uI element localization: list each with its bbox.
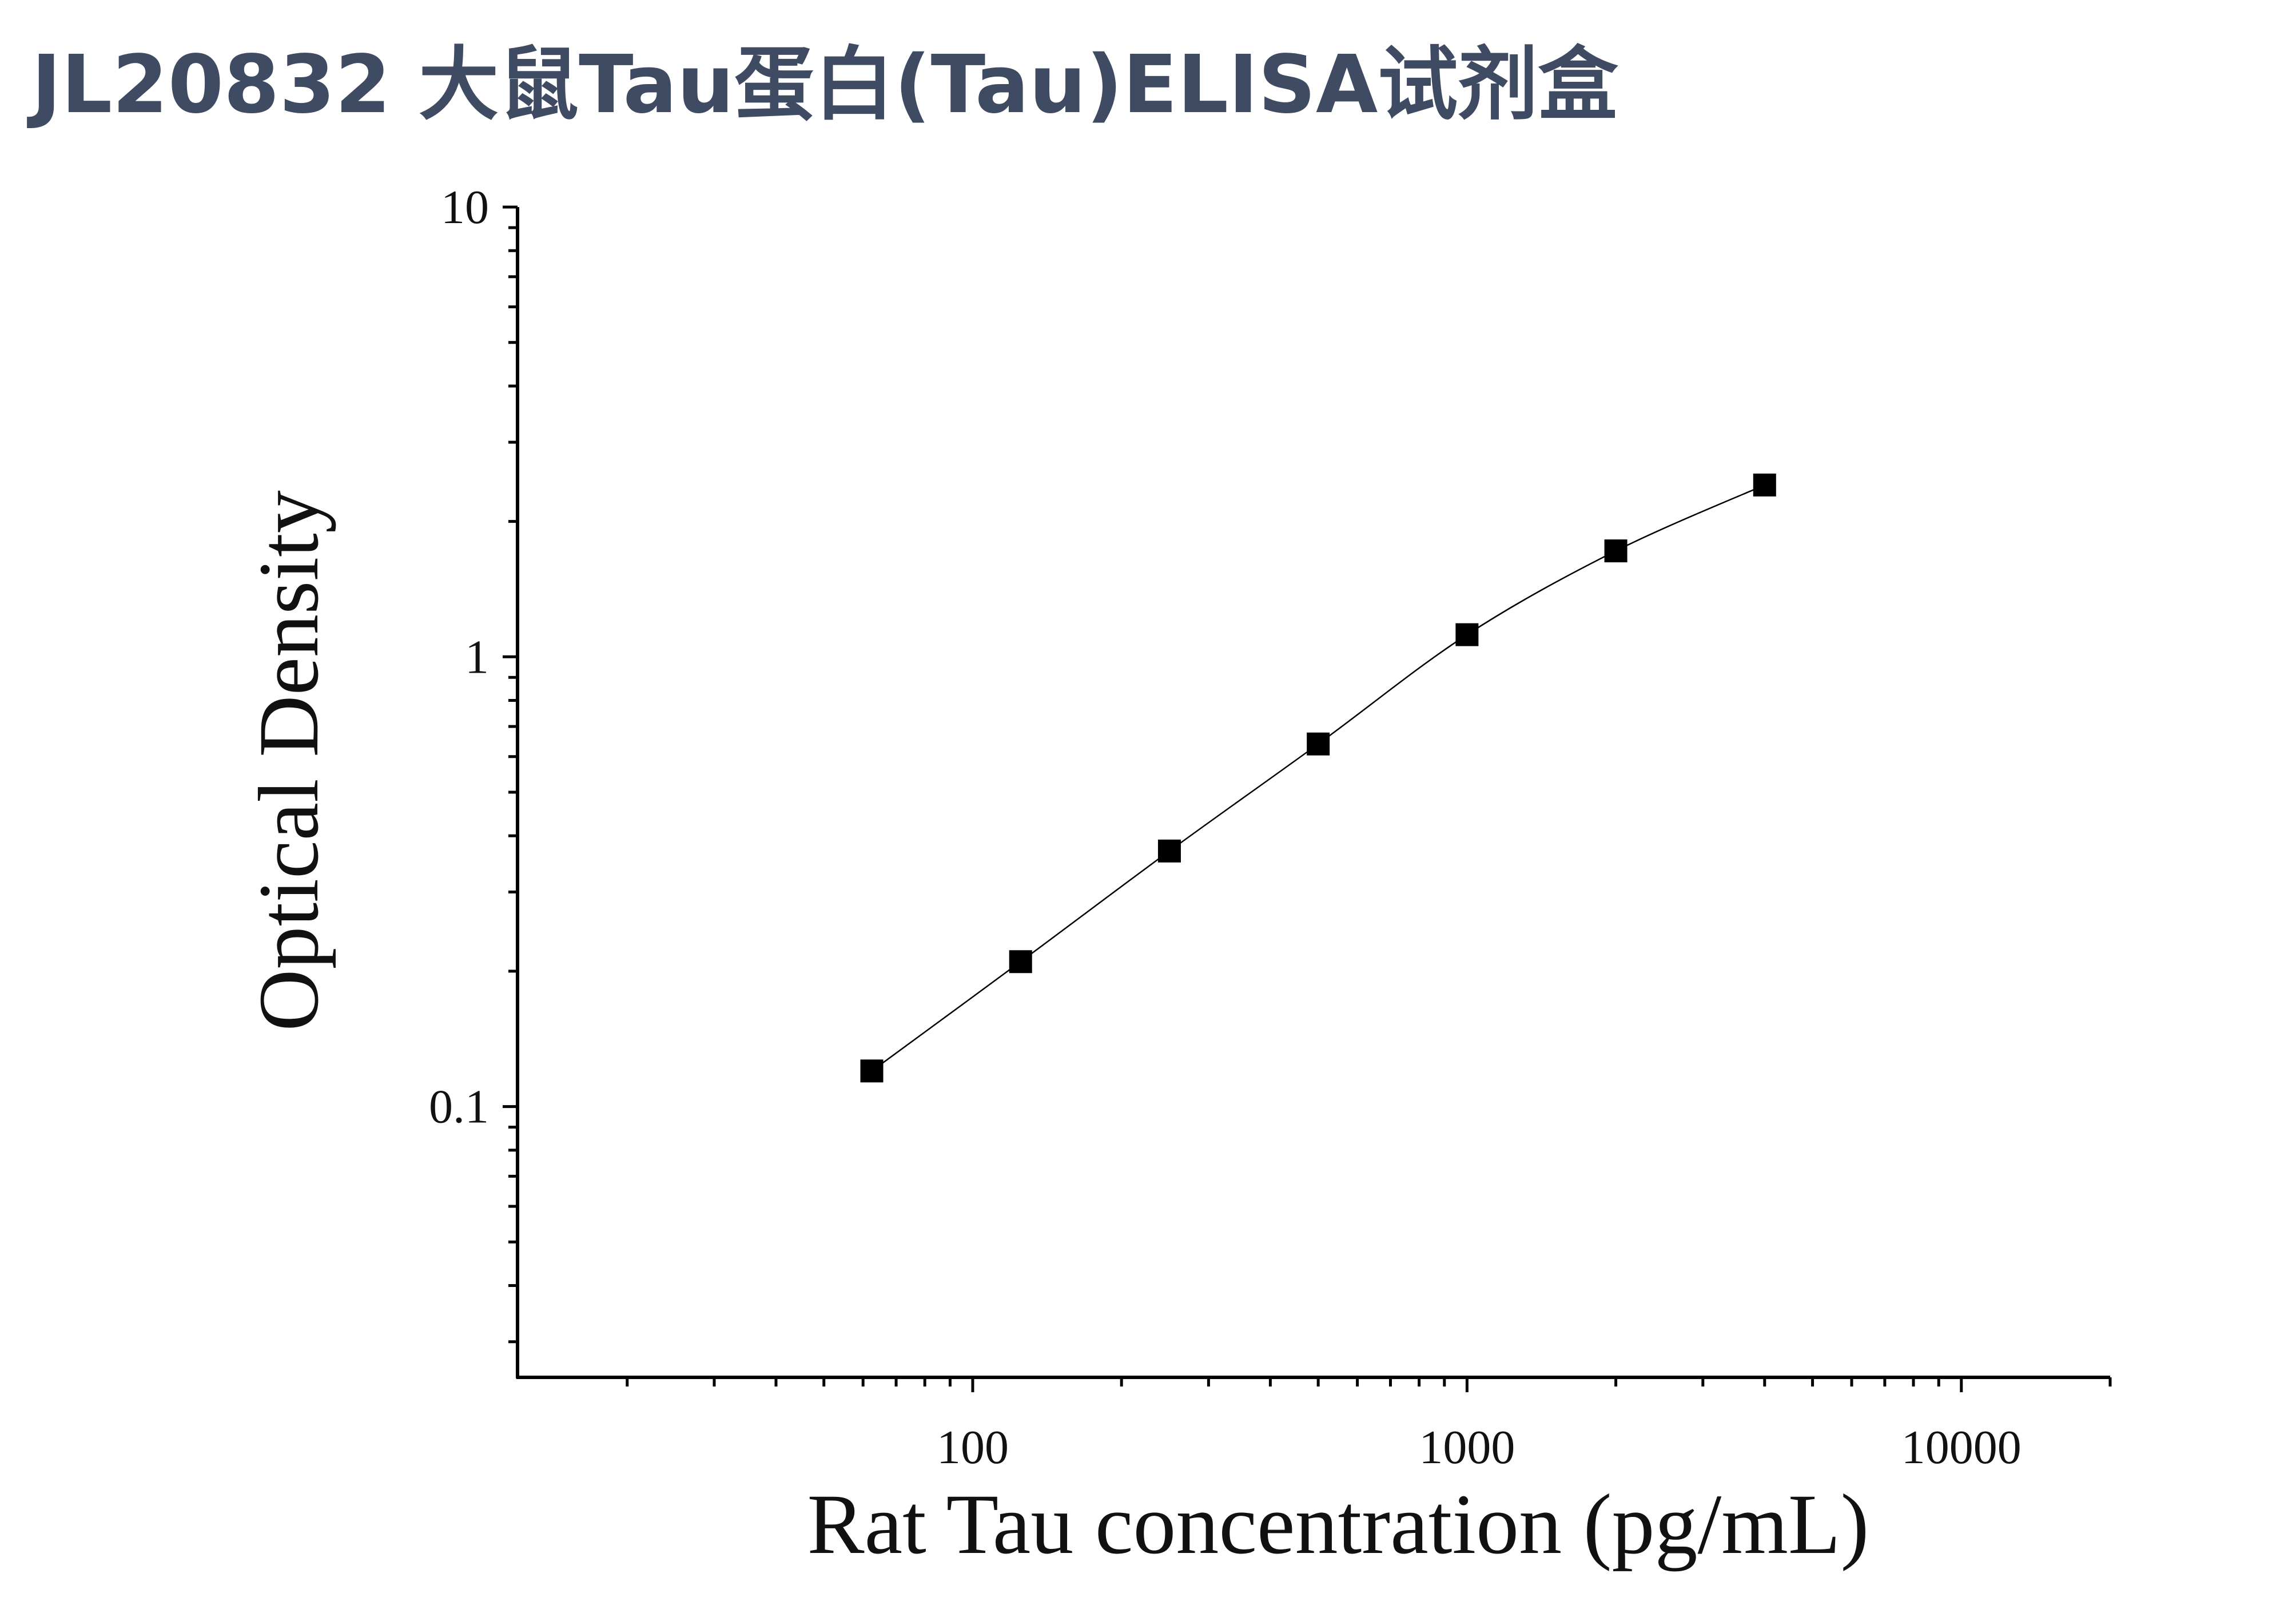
y-tick-label: 10 — [441, 181, 489, 234]
y-tick-label: 0.1 — [429, 1080, 489, 1134]
data-point-marker — [1753, 473, 1776, 496]
chart-ticks — [503, 205, 2112, 1392]
data-point-marker — [1307, 732, 1330, 756]
y-axis-label: Optical Density — [241, 490, 336, 1031]
page-title: JL20832 大鼠Tau蛋白(Tau)ELISA试剂盒 — [31, 38, 1618, 132]
data-point-marker — [1157, 839, 1181, 863]
y-tick-label: 1 — [465, 630, 489, 684]
data-points — [860, 473, 1776, 1083]
data-point-marker — [860, 1059, 884, 1083]
x-tick-label: 100 — [937, 1421, 1009, 1474]
data-point-marker — [1009, 950, 1032, 974]
x-axis-label: Rat Tau concentration (pg/mL) — [807, 1477, 1869, 1572]
x-tick-label: 10000 — [1901, 1421, 2022, 1474]
x-tick-label: 1000 — [1419, 1421, 1515, 1474]
chart-axes — [516, 207, 2110, 1379]
data-point-marker — [1455, 623, 1479, 646]
data-point-marker — [1604, 539, 1628, 563]
chart-tick-labels: 0.1 1 10 100 1000 10000 — [429, 181, 2022, 1474]
fit-curve-line — [871, 484, 1765, 1072]
